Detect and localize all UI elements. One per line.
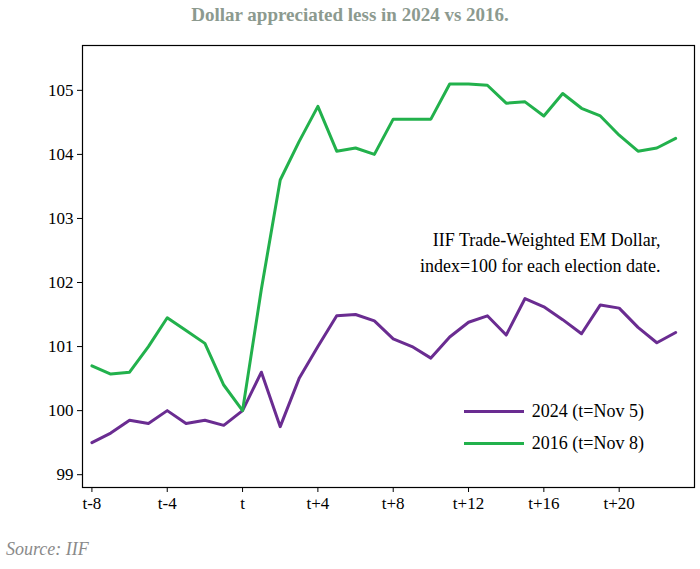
svg-text:104: 104 xyxy=(48,145,74,164)
svg-text:t+4: t+4 xyxy=(306,494,329,513)
svg-text:t+8: t+8 xyxy=(382,494,405,513)
html-text:2024 (t=Nov 5): 2024 (t=Nov 5) xyxy=(531,400,644,421)
svg-text:t: t xyxy=(240,494,245,513)
svg-text:t+12: t+12 xyxy=(453,494,484,513)
svg-text:101: 101 xyxy=(48,337,74,356)
svg-text:t-4: t-4 xyxy=(158,494,177,513)
svg-text:103: 103 xyxy=(48,209,74,228)
svg-text:t-8: t-8 xyxy=(82,494,101,513)
svg-text:105: 105 xyxy=(48,81,74,100)
svg-text:102: 102 xyxy=(48,273,74,292)
html-text:Source: IIF: Source: IIF xyxy=(6,539,89,559)
svg-text:t+20: t+20 xyxy=(604,494,635,513)
svg-text:100: 100 xyxy=(48,401,74,420)
svg-text:IIF Trade-Weighted EM Dollar,i: IIF Trade-Weighted EM Dollar,index=100 f… xyxy=(420,230,661,276)
html-text:2016 (t=Nov 8): 2016 (t=Nov 8) xyxy=(531,432,644,453)
svg-text:99: 99 xyxy=(57,465,74,484)
svg-text:t+16: t+16 xyxy=(528,494,559,513)
html-text:Dollar appreciated less in 202: Dollar appreciated less in 2024 vs 2016. xyxy=(191,4,509,25)
